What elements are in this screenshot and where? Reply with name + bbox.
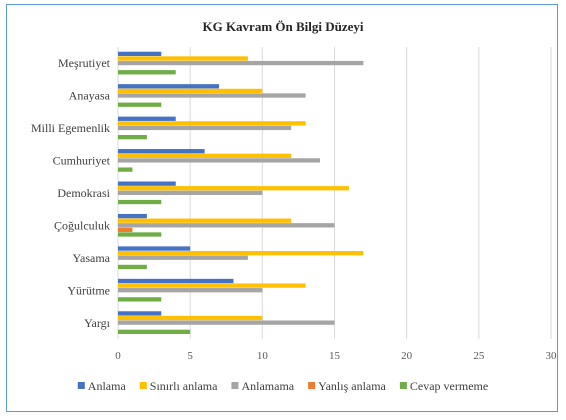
bar <box>118 84 220 89</box>
bar <box>118 70 176 75</box>
bar <box>118 93 306 98</box>
bar <box>118 199 162 205</box>
legend-label: Cevap vermeme <box>410 379 488 393</box>
x-tick-label: 30 <box>546 350 558 362</box>
x-tick-label: 20 <box>401 350 413 362</box>
bar <box>118 213 147 219</box>
chart-title: KG Kavram Ön Bilgi Düzeyi <box>202 19 363 34</box>
legend-swatch <box>231 382 239 389</box>
bar <box>118 264 147 270</box>
legend-item: Sınırlı anlama <box>139 379 218 393</box>
category-label: Yürütme <box>67 283 110 297</box>
x-tick-label: 25 <box>473 350 485 362</box>
bar <box>118 227 133 233</box>
x-tick-label: 0 <box>115 350 121 362</box>
x-tick-label: 10 <box>257 350 269 362</box>
bar <box>118 135 147 140</box>
category-label: Cumhuriyet <box>53 154 111 168</box>
legend: Anlama Sınırlı anlama Anlamama Yanlış anlam… <box>77 379 488 393</box>
bars-layer <box>118 51 364 334</box>
legend-swatch <box>77 382 85 389</box>
bar <box>118 125 292 131</box>
legend-label: Sınırlı anlama <box>150 379 218 393</box>
bar <box>118 186 349 191</box>
legend-item: Yanlış anlama <box>308 379 387 393</box>
category-label: Yargı <box>84 316 111 330</box>
ticks-layer: 0 5 10 15 20 25 30 <box>115 350 557 362</box>
bar <box>118 329 191 334</box>
bar <box>118 232 162 237</box>
labels-layer: Meşrutiyet Anayasa Milli Egemenlik Cumhuriy… <box>31 56 111 330</box>
bar <box>118 158 321 163</box>
category-label: Anayasa <box>69 89 111 103</box>
legend-label: Anlama <box>88 379 127 393</box>
bar <box>118 255 248 260</box>
bar <box>118 246 191 251</box>
legend-swatch <box>399 382 407 389</box>
category-label: Meşrutiyet <box>58 56 111 70</box>
bar <box>118 181 176 186</box>
legend-item: Cevap vermeme <box>399 379 488 393</box>
bar <box>118 297 162 302</box>
bar <box>118 167 133 172</box>
bar <box>118 102 162 107</box>
bar <box>118 278 234 284</box>
bar <box>118 149 205 154</box>
bar <box>118 311 162 316</box>
bar <box>118 190 263 195</box>
bar <box>118 250 364 256</box>
bar <box>118 223 335 228</box>
category-label: Yasama <box>73 251 111 265</box>
bar <box>118 315 263 321</box>
bar <box>118 51 162 57</box>
legend-item: Anlamama <box>231 379 295 393</box>
bar <box>118 288 263 293</box>
legend-swatch <box>139 382 147 389</box>
bar <box>118 218 292 223</box>
category-label: Çoğulculuk <box>54 218 110 232</box>
category-label: Milli Egemenlik <box>31 121 110 135</box>
legend-item: Anlama <box>77 379 127 393</box>
category-label: Demokrasi <box>57 186 110 200</box>
x-tick-label: 15 <box>329 350 341 362</box>
bar <box>118 88 263 94</box>
chart-frame: KG Kavram Ön Bilgi Düzeyi Meşrutiyet Anay… <box>6 4 558 412</box>
x-tick-label: 5 <box>187 350 193 362</box>
bar <box>118 60 364 66</box>
bar <box>118 116 176 121</box>
legend-swatch <box>308 382 316 389</box>
bar <box>118 153 292 158</box>
bar <box>118 56 248 61</box>
legend-label: Yanlış anlama <box>318 379 386 393</box>
legend-label: Anlamama <box>241 379 294 393</box>
bar <box>118 320 335 325</box>
chart-svg: KG Kavram Ön Bilgi Düzeyi Meşrutiyet Anay… <box>31 19 557 393</box>
bar <box>118 121 306 126</box>
bar <box>118 283 306 288</box>
